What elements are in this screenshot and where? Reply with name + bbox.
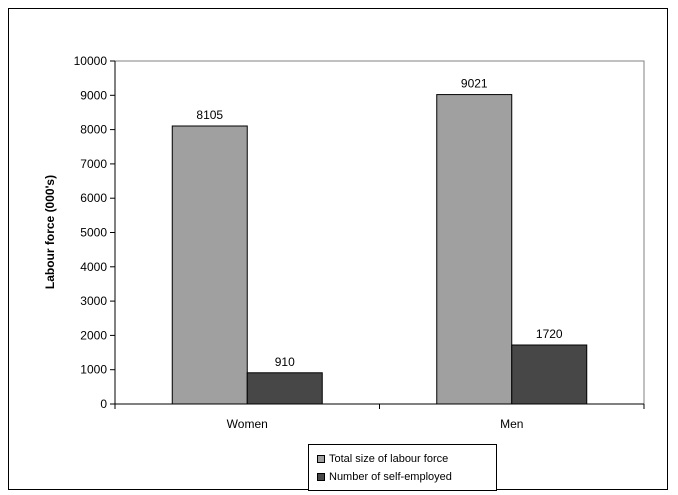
x-axis: Women Men xyxy=(114,403,645,431)
y-tick-label: 2000 xyxy=(80,328,107,342)
legend-swatch-self-employed xyxy=(317,473,325,482)
y-tick-label: 3000 xyxy=(80,294,107,308)
y-tick-label: 5000 xyxy=(80,226,107,240)
bar xyxy=(511,344,588,405)
y-tick-label: 1000 xyxy=(80,363,107,377)
legend-item-self-employed: Number of self-employed xyxy=(317,470,452,484)
bar xyxy=(246,372,323,405)
legend: Total size of labour force Number of sel… xyxy=(308,444,497,491)
y-tick-label: 0 xyxy=(100,397,107,411)
y-tick-label: 10000 xyxy=(74,54,108,68)
legend-swatch-total xyxy=(317,455,325,464)
data-label: 1720 xyxy=(536,327,563,341)
data-label: 910 xyxy=(275,355,295,369)
legend-item-total: Total size of labour force xyxy=(317,452,448,466)
legend-label-total: Total size of labour force xyxy=(329,453,449,465)
x-tick-label: Men xyxy=(500,417,523,431)
y-tick-label: 9000 xyxy=(80,88,107,102)
x-tick-label: Women xyxy=(227,417,268,431)
y-tick-label: 7000 xyxy=(80,157,107,171)
bars xyxy=(171,94,588,405)
y-axis: 0 1000 2000 3000 4000 5000 6000 7000 8000 9000 100… xyxy=(74,54,116,411)
bar xyxy=(171,125,248,405)
y-tick-label: 8000 xyxy=(80,123,107,137)
y-tick-label: 6000 xyxy=(80,191,107,205)
y-axis-title: Labour force (000's) xyxy=(43,175,57,289)
y-tick-label: 4000 xyxy=(80,260,107,274)
data-label: 9021 xyxy=(461,77,488,91)
data-label: 8105 xyxy=(196,108,223,122)
bar xyxy=(436,94,513,405)
data-labels: 8105 910 9021 1720 xyxy=(196,77,563,369)
legend-label-self-employed: Number of self-employed xyxy=(329,471,452,483)
